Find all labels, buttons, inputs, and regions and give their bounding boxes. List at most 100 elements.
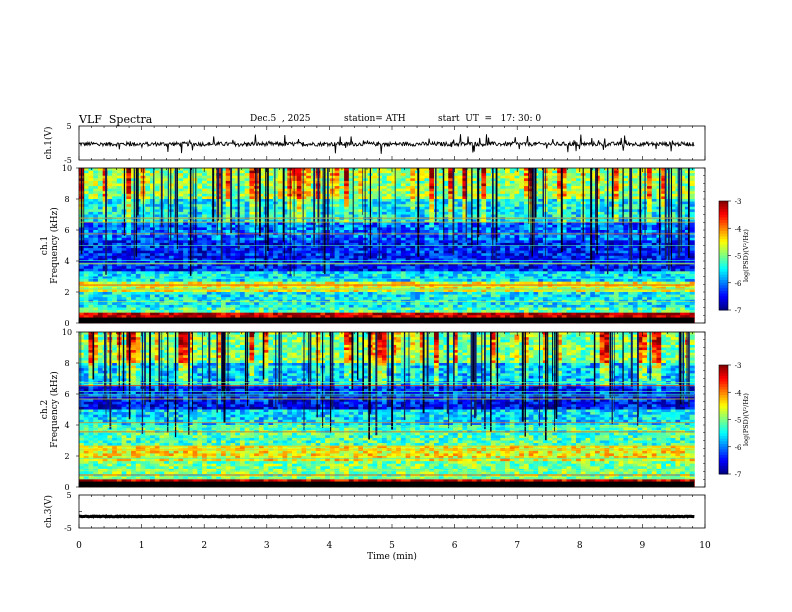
spectrogram-cell <box>140 253 146 257</box>
spectrogram-cell <box>462 245 468 249</box>
spectrogram-cell <box>150 168 156 171</box>
spectrogram-cell <box>429 237 435 241</box>
spectrogram-cell <box>438 214 444 218</box>
spectrogram-cell <box>131 261 137 264</box>
spectrogram-cell <box>410 235 416 239</box>
spectrogram-cell <box>538 188 544 192</box>
spectrogram-cell <box>552 178 558 182</box>
spectrogram-cell <box>225 263 231 267</box>
spectrogram-cell <box>434 219 440 223</box>
spectrogram-cell <box>150 209 156 213</box>
spectrogram-cell <box>202 242 208 246</box>
spectrogram-cell <box>391 214 397 218</box>
spectrogram-cell <box>609 253 615 257</box>
spectrogram-cell <box>249 253 255 257</box>
spectrogram-cell <box>481 196 487 200</box>
spectrogram-cell <box>514 237 520 241</box>
spectrogram-cell <box>206 224 212 228</box>
spectrogram-cell <box>277 248 283 252</box>
spectrogram-cell <box>249 240 255 244</box>
spectrogram-cell <box>178 204 184 208</box>
spectrogram-cell <box>438 201 444 205</box>
spectrogram-cell <box>235 255 241 259</box>
spectrogram-cell <box>547 204 553 208</box>
spectrogram-cell <box>249 219 255 223</box>
spectrogram-cell <box>405 245 411 249</box>
spectrogram-cell <box>353 193 359 197</box>
spectrogram-cell <box>599 193 605 197</box>
spectrogram-cell <box>651 227 657 231</box>
spectrogram-cell <box>306 199 312 202</box>
spectrogram-cell <box>97 209 104 213</box>
spectrogram-cell <box>500 248 506 252</box>
spectrogram-cell <box>571 188 577 192</box>
spectrogram-cell <box>386 178 392 182</box>
spectrogram-cell <box>230 224 236 228</box>
spectrogram-cell <box>396 186 402 190</box>
spectrogram-cell <box>542 258 549 262</box>
spectrogram-cell <box>590 253 596 257</box>
spectrogram-cell <box>552 227 558 231</box>
spectrogram-cell <box>552 230 558 233</box>
spectrogram-cell <box>623 219 629 223</box>
spectrogram-cell <box>391 227 397 231</box>
spectrogram-cell <box>268 240 274 244</box>
spectrogram-cell <box>391 219 397 223</box>
spectrogram-cell <box>452 186 459 190</box>
spectrogram-cell <box>533 245 539 249</box>
spectrogram-cell <box>528 240 534 244</box>
spectrogram-cell <box>178 196 184 200</box>
spectrogram-cell <box>670 204 676 208</box>
spectrogram-cell <box>93 250 99 254</box>
spectrogram-cell <box>528 196 534 200</box>
spectrogram-cell <box>396 261 402 264</box>
spectrogram-cell <box>528 242 534 246</box>
spectrogram-cell <box>107 191 113 195</box>
spectrogram-cell <box>523 201 530 205</box>
spectrogram-cell <box>282 227 288 231</box>
spectrogram-cell <box>268 191 274 195</box>
spectrogram-cell <box>292 199 298 202</box>
spectrogram-cell <box>363 245 369 249</box>
spectrogram-cell <box>273 211 279 215</box>
spectrogram-cell <box>632 180 638 184</box>
spectrogram-cell <box>462 248 468 252</box>
spectrogram-cell <box>145 199 151 202</box>
spectrogram-cell <box>121 248 127 252</box>
spectrogram-cell <box>306 175 312 179</box>
spectrogram-cell <box>547 248 553 252</box>
spectrogram-cell <box>178 222 184 226</box>
spectrogram-cell <box>230 227 236 231</box>
spectrogram-cell <box>150 206 156 210</box>
spectrogram-cell <box>164 253 170 257</box>
spectrogram-cell <box>438 250 444 254</box>
spectrogram-cell <box>618 240 624 244</box>
spectrogram-cell <box>306 245 312 249</box>
spectrogram-cell <box>301 248 307 252</box>
spectrogram-cell <box>523 175 530 179</box>
spectrogram-cell <box>452 206 459 210</box>
spectrogram-cell <box>561 230 567 233</box>
spectrogram-cell <box>599 219 605 223</box>
spectrogram-cell <box>116 209 122 213</box>
spectrogram-cell <box>670 235 676 239</box>
spectrogram-cell <box>661 175 667 179</box>
spectrogram-cell <box>632 242 638 246</box>
spectrogram-cell <box>467 211 473 215</box>
spectrogram-cell <box>150 235 156 239</box>
spectrogram-cell <box>609 186 615 190</box>
spectrogram-cell <box>221 170 227 174</box>
spectrogram-cell <box>116 173 122 177</box>
spectrogram-cell <box>164 183 170 187</box>
spectrogram-cell <box>523 170 530 174</box>
spectrogram-cell <box>154 193 160 197</box>
spectrogram-cell <box>680 255 686 259</box>
spectrogram-cell <box>523 209 530 213</box>
spectrogram-cell <box>557 222 563 226</box>
spectrogram-cell <box>273 240 279 244</box>
spectrogram-cell <box>481 209 487 213</box>
spectrogram-cell <box>107 248 113 252</box>
spectrogram-cell <box>424 175 430 179</box>
spectrogram-cell <box>131 263 137 267</box>
spectrogram-cell <box>216 250 222 254</box>
